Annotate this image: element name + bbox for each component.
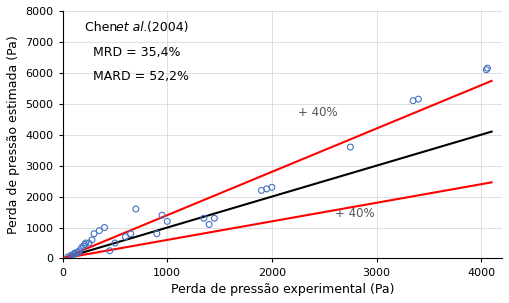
Point (153, 231, 161, 236)
Point (163, 219, 172, 224)
Point (258, 188, 266, 193)
Point (80, 242, 89, 247)
Point (111, 241, 119, 245)
Point (205, 222, 213, 227)
Text: + 40%: + 40% (334, 207, 374, 220)
Point (200, 216, 208, 221)
Point (95, 228, 103, 233)
Point (64, 255, 72, 259)
Point (263, 186, 271, 191)
Text: MRD = 35,4%: MRD = 35,4% (94, 45, 181, 58)
Point (77, 245, 86, 250)
Point (484, 66, 492, 71)
Text: Chen: Chen (84, 21, 121, 34)
Point (210, 216, 218, 221)
Point (84, 241, 93, 245)
Point (409, 98, 417, 103)
Point (74, 250, 82, 255)
Point (121, 235, 129, 239)
Point (346, 145, 354, 149)
Point (483, 67, 491, 72)
Point (90, 231, 98, 236)
Text: et al.: et al. (116, 21, 148, 34)
Point (106, 248, 114, 253)
Point (79, 244, 88, 248)
Point (73, 250, 81, 255)
Point (70, 251, 78, 256)
Point (88, 238, 96, 242)
Y-axis label: Perda de pressão estimada (Pa): Perda de pressão estimada (Pa) (7, 35, 20, 234)
Text: + 40%: + 40% (298, 106, 337, 119)
Point (127, 231, 135, 236)
Point (158, 213, 166, 218)
Point (81, 241, 90, 245)
Point (132, 207, 140, 211)
X-axis label: Perda de pressão experimental (Pa): Perda de pressão experimental (Pa) (171, 283, 394, 296)
Text: MARD = 52,2%: MARD = 52,2% (94, 70, 189, 83)
Point (71, 251, 79, 255)
Point (414, 97, 422, 102)
Point (75, 248, 83, 253)
Point (67, 253, 75, 258)
Point (100, 225, 108, 230)
Text: (2004): (2004) (143, 21, 188, 34)
Point (69, 252, 77, 257)
Point (268, 185, 276, 190)
